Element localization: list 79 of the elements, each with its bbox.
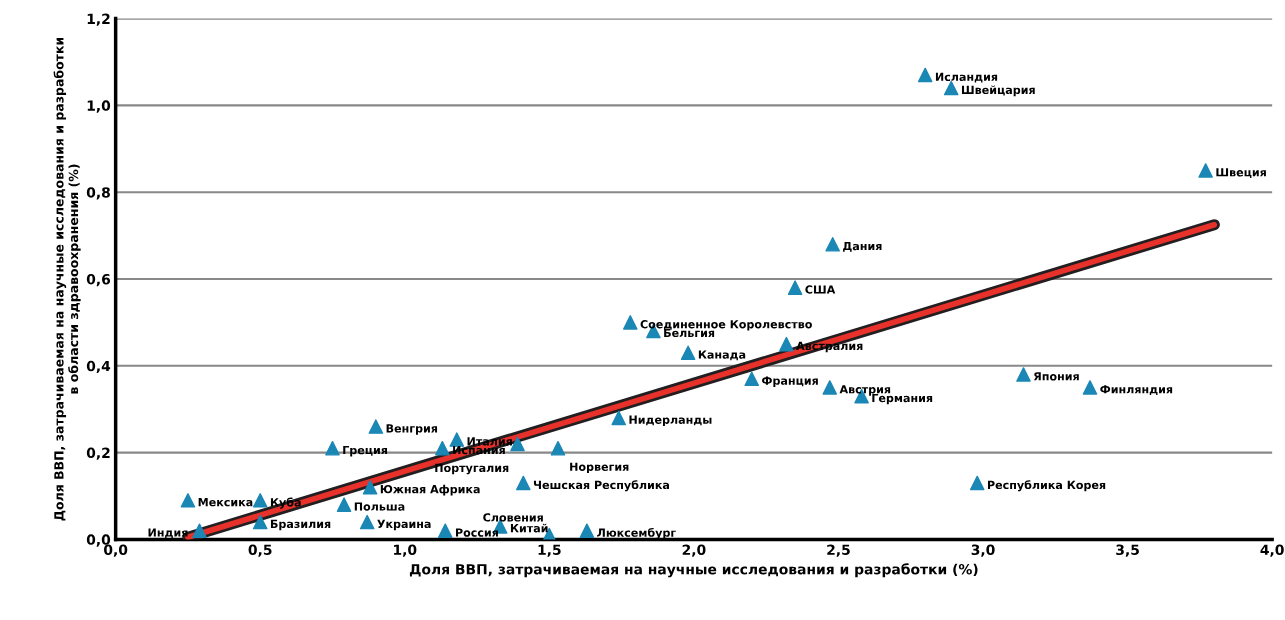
- annotation: Швейцария: [961, 85, 1035, 97]
- point: [437, 523, 453, 539]
- annotation: Южная Африка: [380, 484, 480, 496]
- y-tick-label: 1,2: [87, 13, 110, 26]
- point: [825, 236, 840, 252]
- annotation: Канада: [698, 350, 746, 361]
- annotation: Украина: [377, 519, 431, 531]
- x-tick-label: 4,0: [1260, 544, 1284, 557]
- x-tick-label: 3,0: [971, 544, 995, 557]
- point: [1016, 367, 1031, 382]
- annotation: Япония: [1033, 372, 1079, 381]
- annotation: Австрия: [839, 385, 891, 396]
- annotation: Дания: [843, 242, 882, 252]
- annotation: Словения: [483, 513, 543, 522]
- annotation: Чешская Республика: [533, 480, 670, 492]
- point: [779, 336, 794, 352]
- annotation: Бельгия: [664, 328, 715, 338]
- point: [252, 514, 268, 530]
- point: [362, 480, 378, 495]
- point: [1082, 380, 1098, 395]
- annotation: Франция: [762, 376, 818, 387]
- annotation: Люксембург: [597, 527, 676, 540]
- point: [917, 67, 933, 83]
- annotation: Куба: [270, 497, 301, 509]
- point: [579, 523, 595, 539]
- y-tick-label: 0,6: [86, 273, 111, 287]
- annotation: США: [805, 285, 836, 294]
- x-tick-label: 2,5: [827, 544, 850, 557]
- point: [359, 514, 375, 530]
- x-tick-label: 3,5: [1116, 544, 1139, 557]
- point: [680, 345, 696, 361]
- point: [325, 440, 340, 456]
- point: [611, 410, 627, 426]
- x-axis-title: Доля ВВП, затрачиваемая на научные исследования и разработки (%): [409, 563, 978, 578]
- point: [435, 440, 450, 456]
- x-tick-label: 1,5: [538, 544, 561, 557]
- annotation: Греция: [343, 446, 388, 457]
- annotation: Польша: [354, 502, 405, 511]
- y-tick-label: 0,2: [86, 447, 110, 460]
- annotation: Германия: [872, 393, 933, 405]
- point: [449, 432, 465, 447]
- point: [787, 280, 803, 295]
- point: [516, 475, 531, 491]
- annotation: Соединенное Королевство: [640, 320, 812, 331]
- point: [368, 419, 384, 434]
- y-tick-label: 0,8: [86, 187, 110, 200]
- annotation: Финляндия: [1100, 385, 1173, 395]
- point: [1198, 163, 1213, 178]
- annotation: Швеция: [1216, 168, 1266, 178]
- annotation: Индия: [148, 528, 188, 539]
- y-tick-label: 0,4: [86, 360, 111, 374]
- annotation: Австралия: [796, 341, 863, 353]
- point: [550, 440, 566, 456]
- annotation: Бразилия: [270, 519, 331, 531]
- annotation: Нидерланды: [629, 415, 712, 427]
- annotation: Исландия: [935, 72, 998, 83]
- annotation: Китай: [510, 523, 548, 533]
- point: [744, 371, 760, 387]
- annotation: Италия: [467, 437, 512, 446]
- point: [192, 523, 207, 539]
- point: [510, 436, 525, 452]
- y-axis-title: Доля ВВП, затрачиваемая на научные исследования и разработки в области здравоохранения (%): [53, 37, 81, 521]
- annotation: Венгрия: [386, 424, 438, 435]
- point: [822, 380, 838, 395]
- x-tick-label: 0,5: [248, 544, 272, 557]
- x-tick-label: 2,0: [682, 544, 706, 557]
- point: [623, 315, 638, 330]
- point: [252, 493, 268, 508]
- annotation: Португалия: [435, 463, 509, 475]
- point: [180, 493, 196, 508]
- point: [969, 475, 985, 491]
- annotation: Республика Корея: [987, 480, 1106, 492]
- point: [336, 497, 352, 512]
- annotation: Мексика: [198, 498, 253, 507]
- annotation: Испания: [453, 446, 505, 455]
- y-tick-label: 1,0: [87, 100, 111, 113]
- annotation: Норвегия: [570, 462, 629, 474]
- x-tick-label: 1,0: [394, 544, 417, 557]
- annotation: Россия: [456, 528, 498, 537]
